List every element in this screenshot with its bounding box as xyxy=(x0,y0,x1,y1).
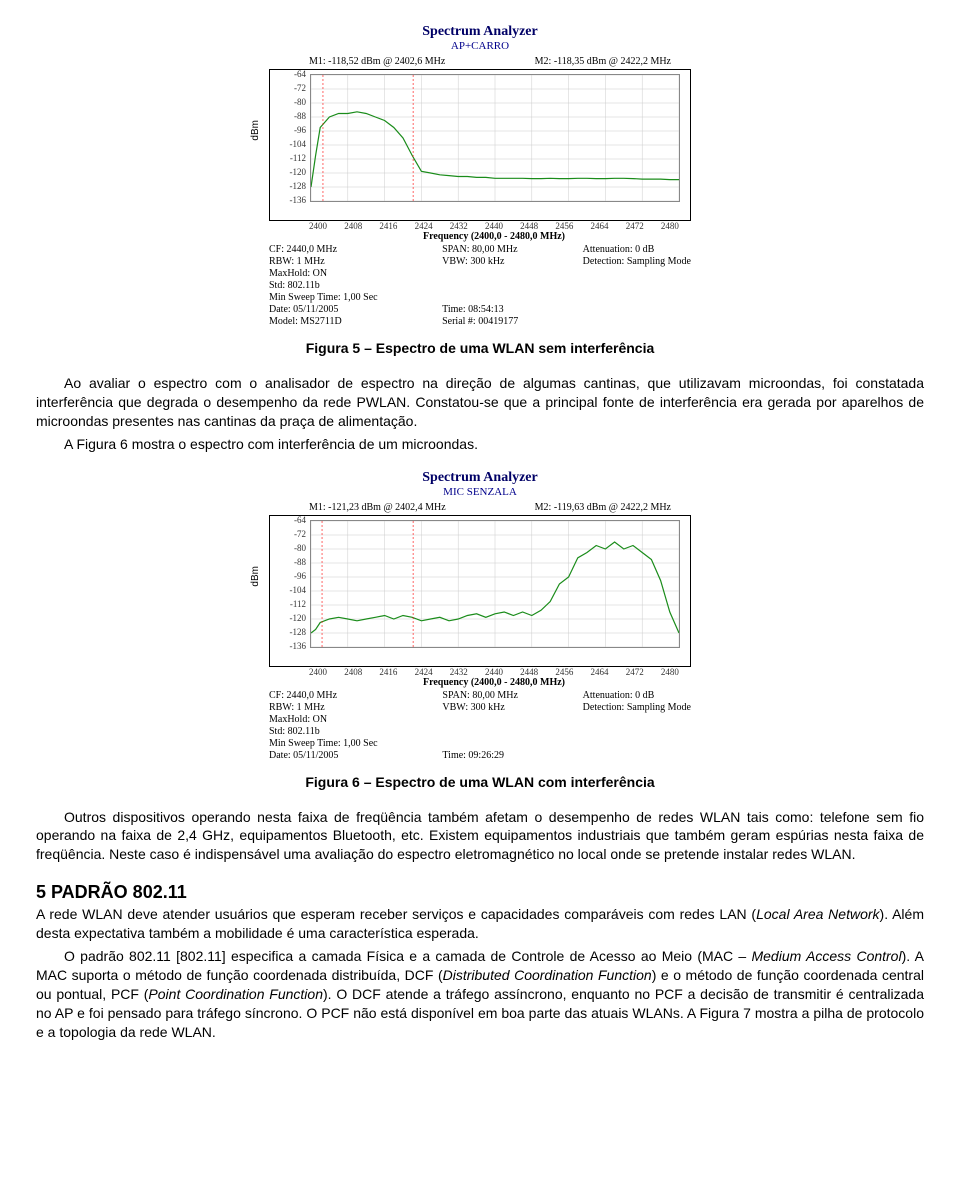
chart2-meta-left: CF: 2440,0 MHz RBW: 1 MHz MaxHold: ON St… xyxy=(269,690,378,762)
figure-5-chart: Spectrum Analyzer AP+CARRO M1: -118,52 d… xyxy=(36,24,924,328)
chart1-title: Spectrum Analyzer xyxy=(269,24,691,40)
chart2-meta-mid: SPAN: 80,00 MHz VBW: 300 kHz Time: 09:26… xyxy=(442,690,517,762)
paragraph-1: Ao avaliar o espectro com o analisador d… xyxy=(36,374,924,431)
chart2-markers: M1: -121,23 dBm @ 2402,4 MHz M2: -119,63… xyxy=(269,502,691,515)
chart2-xtitle: Frequency (2400,0 - 2480,0 MHz) xyxy=(309,677,679,688)
figure-6-caption: Figura 6 – Espectro de uma WLAN com inte… xyxy=(36,774,924,790)
chart1-xtitle: Frequency (2400,0 - 2480,0 MHz) xyxy=(309,231,679,242)
chart1-subtitle: AP+CARRO xyxy=(269,40,691,52)
chart2-dbm-label: dBm xyxy=(250,566,261,587)
figure-6-chart: Spectrum Analyzer MIC SENZALA M1: -121,2… xyxy=(36,470,924,762)
chart2-yaxis: -64-72-80-88-96-104-112-120-128-136 xyxy=(270,516,308,648)
chart1-meta-right: Attenuation: 0 dB Detection: Sampling Mo… xyxy=(583,244,691,328)
chart2-m2: M2: -119,63 dBm @ 2422,2 MHz xyxy=(535,502,671,513)
chart2-plot: dBm -64-72-80-88-96-104-112-120-128-136 xyxy=(269,515,691,667)
chart1-dbm-label: dBm xyxy=(250,120,261,141)
chart2-xaxis: 2400240824162424243224402448245624642472… xyxy=(309,667,679,677)
chart2-subtitle: MIC SENZALA xyxy=(269,486,691,498)
chart1-xaxis: 2400240824162424243224402448245624642472… xyxy=(309,221,679,231)
chart1-m1: M1: -118,52 dBm @ 2402,6 MHz xyxy=(309,56,445,67)
chart1-meta-mid: SPAN: 80,00 MHz VBW: 300 kHz Time: 08:54… xyxy=(442,244,518,328)
chart1-markers: M1: -118,52 dBm @ 2402,6 MHz M2: -118,35… xyxy=(269,56,691,69)
paragraph-3: A rede WLAN deve atender usuários que es… xyxy=(36,905,924,943)
paragraph-4: O padrão 802.11 [802.11] especifica a ca… xyxy=(36,947,924,1041)
figure-5-caption: Figura 5 – Espectro de uma WLAN sem inte… xyxy=(36,340,924,356)
heading-section-5: 5 PADRÃO 802.11 xyxy=(36,882,924,903)
chart2-title: Spectrum Analyzer xyxy=(269,470,691,486)
chart1-yaxis: -64-72-80-88-96-104-112-120-128-136 xyxy=(270,70,308,202)
chart1-meta-left: CF: 2440,0 MHz RBW: 1 MHz MaxHold: ON St… xyxy=(269,244,378,328)
chart1-m2: M2: -118,35 dBm @ 2422,2 MHz xyxy=(535,56,671,67)
chart1-meta: CF: 2440,0 MHz RBW: 1 MHz MaxHold: ON St… xyxy=(269,244,691,328)
chart2-meta-right: Attenuation: 0 dB Detection: Sampling Mo… xyxy=(583,690,691,762)
chart2-meta: CF: 2440,0 MHz RBW: 1 MHz MaxHold: ON St… xyxy=(269,690,691,762)
paragraph-2: Outros dispositivos operando nesta faixa… xyxy=(36,808,924,865)
chart2-m1: M1: -121,23 dBm @ 2402,4 MHz xyxy=(309,502,446,513)
paragraph-1b: A Figura 6 mostra o espectro com interfe… xyxy=(36,435,924,454)
chart1-plot: dBm -64-72-80-88-96-104-112-120-128-136 xyxy=(269,69,691,221)
